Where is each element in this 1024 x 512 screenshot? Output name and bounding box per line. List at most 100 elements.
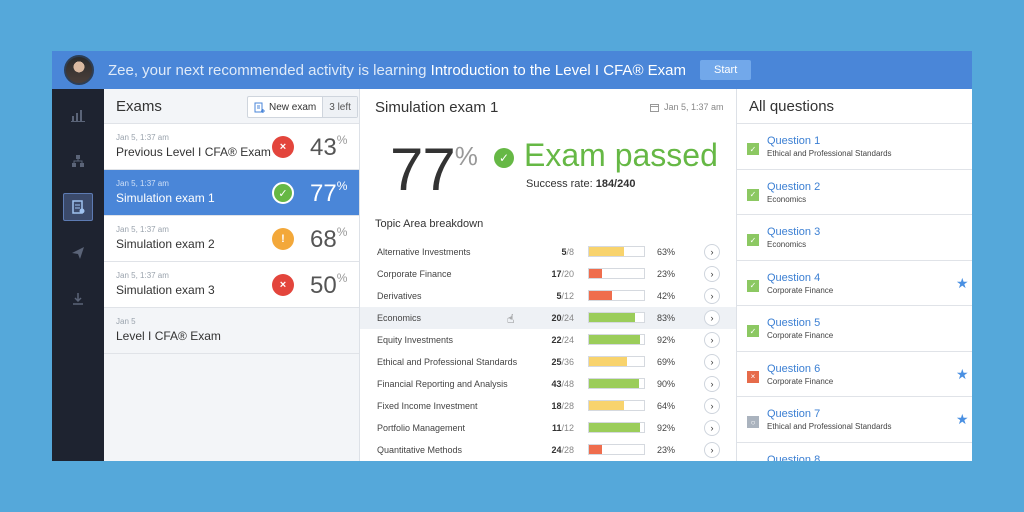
banner-message: Zee, your next recommended activity is l… bbox=[108, 62, 686, 79]
nav-item-network[interactable] bbox=[52, 141, 104, 181]
side-nav bbox=[52, 89, 104, 461]
topic-row[interactable]: Alternative Investments 5/8 63% › bbox=[360, 241, 736, 263]
topic-progress-fill bbox=[589, 379, 639, 388]
topic-score: 5/8 bbox=[561, 247, 574, 257]
pointer-cursor-icon: ☝ bbox=[507, 312, 515, 326]
question-title[interactable]: Question 5 bbox=[767, 317, 821, 329]
exam-item-simulation-1[interactable]: Jan 5, 1:37 am Simulation exam 1 ✓ 77% bbox=[104, 170, 359, 216]
exam-name: Simulation exam 1 bbox=[116, 191, 215, 205]
new-exam-label: New exam bbox=[269, 101, 317, 113]
detail-date: Jan 5, 1:37 am bbox=[650, 102, 724, 112]
question-item[interactable]: ✓ Question 4 Corporate Finance ★ bbox=[737, 261, 972, 306]
exam-item-simulation-2[interactable]: Jan 5, 1:37 am Simulation exam 2 ! 68% bbox=[104, 216, 359, 262]
chevron-right-icon[interactable]: › bbox=[704, 354, 720, 370]
warning-icon: ! bbox=[272, 228, 294, 250]
star-icon[interactable]: ★ bbox=[956, 274, 969, 291]
nav-item-stats[interactable] bbox=[52, 95, 104, 135]
topic-percent: 23% bbox=[657, 269, 676, 279]
network-icon bbox=[72, 155, 84, 167]
chevron-right-icon[interactable]: › bbox=[704, 376, 720, 392]
question-title[interactable]: Question 3 bbox=[767, 226, 821, 238]
exam-item-simulation-3[interactable]: Jan 5, 1:37 am Simulation exam 3 × 50% bbox=[104, 262, 359, 308]
question-topic: Corporate Finance bbox=[767, 331, 834, 340]
check-icon: ✓ bbox=[494, 148, 514, 168]
question-title[interactable]: Question 1 bbox=[767, 135, 821, 147]
nav-item-download[interactable] bbox=[52, 279, 104, 319]
topic-score: 17/20 bbox=[551, 269, 574, 279]
exam-item-previous[interactable]: Jan 5, 1:37 am Previous Level I CFA® Exa… bbox=[104, 124, 359, 170]
send-icon bbox=[72, 247, 84, 259]
topic-name: Economics bbox=[377, 313, 422, 323]
topic-progress-bar bbox=[588, 334, 645, 345]
topic-name: Fixed Income Investment bbox=[377, 401, 478, 411]
topic-score: 11/12 bbox=[551, 423, 574, 433]
chevron-right-icon[interactable]: › bbox=[704, 310, 720, 326]
topic-row[interactable]: Portfolio Management 11/12 92% › bbox=[360, 417, 736, 439]
question-item[interactable]: Question 8 bbox=[737, 443, 972, 462]
skipped-icon: ○ bbox=[747, 416, 759, 428]
check-icon: ✓ bbox=[272, 182, 294, 204]
exam-item-level-1[interactable]: Jan 5 Level I CFA® Exam bbox=[104, 308, 359, 354]
topic-row[interactable]: Derivatives 5/12 42% › bbox=[360, 285, 736, 307]
question-title[interactable]: Question 2 bbox=[767, 180, 821, 193]
topic-percent: 42% bbox=[657, 291, 676, 301]
question-item[interactable]: ✓ Question 2 Economics bbox=[737, 170, 972, 215]
topic-score: 5/12 bbox=[556, 291, 574, 301]
question-title[interactable]: Question 7 bbox=[767, 408, 821, 420]
avatar[interactable] bbox=[64, 55, 94, 85]
question-title[interactable]: Question 8 bbox=[767, 453, 821, 462]
star-icon[interactable]: ★ bbox=[956, 411, 969, 427]
topic-percent: 64% bbox=[657, 401, 676, 411]
topic-row[interactable]: Economics 20/24 83% › ☝ bbox=[360, 307, 736, 329]
topic-row[interactable]: Quantitative Methods 24/28 23% › bbox=[360, 439, 736, 461]
chevron-right-icon[interactable]: › bbox=[704, 288, 720, 304]
banner-activity[interactable]: Introduction to the Level I CFA® Exam bbox=[430, 61, 687, 79]
star-icon[interactable]: ★ bbox=[956, 365, 969, 382]
exams-title: Exams bbox=[104, 89, 359, 124]
topic-progress-fill bbox=[589, 269, 602, 278]
chevron-right-icon[interactable]: › bbox=[704, 420, 720, 436]
topic-progress-bar bbox=[588, 246, 645, 257]
question-title[interactable]: Question 6 bbox=[767, 362, 821, 375]
exam-icon bbox=[72, 200, 85, 214]
nav-item-exams[interactable] bbox=[52, 187, 104, 227]
fail-icon: × bbox=[272, 136, 294, 158]
chevron-right-icon[interactable]: › bbox=[704, 266, 720, 282]
success-rate: Success rate: 184/240 bbox=[526, 178, 636, 190]
question-item[interactable]: ✓ Question 1 Ethical and Professional Stan… bbox=[737, 124, 972, 170]
exam-date: Jan 5, 1:37 am bbox=[116, 133, 169, 142]
question-item[interactable]: ○ Question 7 Ethical and Professional Stan… bbox=[737, 397, 972, 443]
topic-row[interactable]: Fixed Income Investment 18/28 64% › bbox=[360, 395, 736, 417]
topic-row[interactable]: Corporate Finance 17/20 23% › bbox=[360, 263, 736, 285]
exam-result: Exam passed bbox=[524, 137, 718, 173]
topic-progress-fill bbox=[589, 291, 613, 300]
new-exam-icon bbox=[254, 102, 265, 113]
question-title[interactable]: Question 4 bbox=[767, 271, 821, 284]
topic-progress-fill bbox=[589, 401, 625, 410]
topic-row[interactable]: Financial Reporting and Analysis 43/48 90%… bbox=[360, 373, 736, 395]
nav-item-send[interactable] bbox=[52, 233, 104, 273]
chevron-right-icon[interactable]: › bbox=[704, 332, 720, 348]
topic-name: Alternative Investments bbox=[377, 247, 471, 257]
question-item[interactable]: ✓ Question 3 Economics bbox=[737, 215, 972, 261]
topic-row[interactable]: Equity Investments 22/24 92% › bbox=[360, 329, 736, 351]
topic-row[interactable]: Ethical and Professional Standards 25/36 6… bbox=[360, 351, 736, 373]
topic-score: 43/48 bbox=[551, 379, 574, 389]
exam-percent: 50% bbox=[310, 271, 348, 299]
exam-date: Jan 5 bbox=[116, 317, 136, 326]
question-item[interactable]: × Question 6 Corporate Finance ★ bbox=[737, 352, 972, 397]
chevron-right-icon[interactable]: › bbox=[704, 442, 720, 458]
chevron-right-icon[interactable]: › bbox=[704, 244, 720, 260]
chevron-right-icon[interactable]: › bbox=[704, 398, 720, 414]
start-button[interactable]: Start bbox=[700, 60, 752, 80]
exam-name: Previous Level I CFA® Exam bbox=[116, 145, 271, 159]
new-exam-button[interactable]: New exam 3 left bbox=[247, 96, 358, 118]
topic-percent: 23% bbox=[657, 445, 676, 455]
question-item[interactable]: ✓ Question 5 Corporate Finance bbox=[737, 306, 972, 352]
question-topic: Economics bbox=[767, 240, 807, 249]
topic-name: Corporate Finance bbox=[377, 269, 452, 279]
correct-icon: ✓ bbox=[747, 143, 759, 155]
topic-progress-bar bbox=[588, 422, 645, 433]
correct-icon: ✓ bbox=[747, 188, 759, 201]
topic-progress-fill bbox=[589, 313, 635, 322]
